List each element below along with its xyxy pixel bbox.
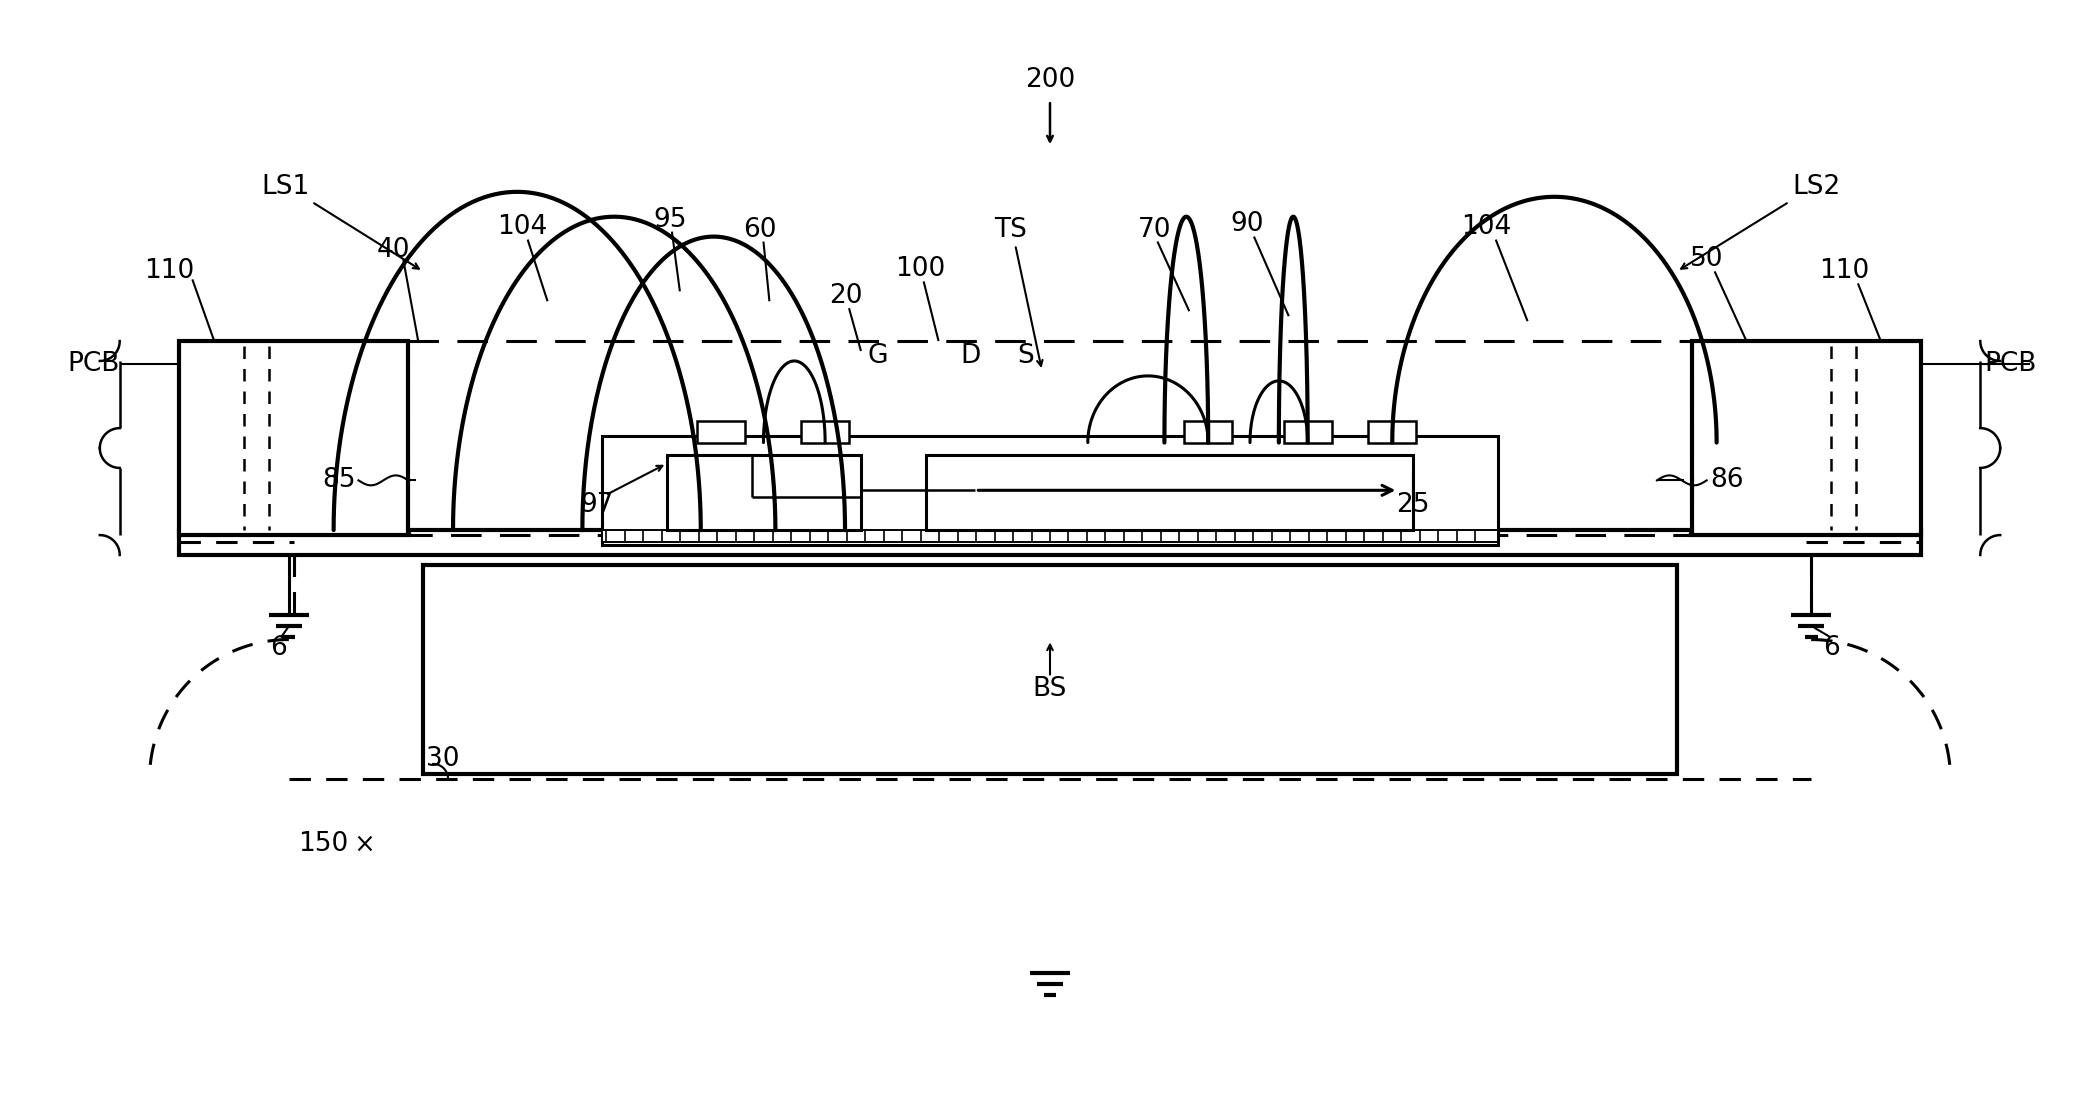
Text: 70: 70 (1138, 216, 1172, 243)
Bar (1283, 421, 1331, 443)
Text: 50: 50 (1690, 246, 1724, 273)
Text: PCB: PCB (67, 351, 120, 376)
Text: 85: 85 (321, 467, 355, 493)
Text: 25: 25 (1396, 492, 1430, 518)
Bar (1693, 341, 1922, 535)
Bar (926, 456, 1413, 530)
Bar (697, 421, 746, 443)
Text: 104: 104 (1462, 214, 1510, 240)
Bar (1184, 421, 1233, 443)
Text: 110: 110 (145, 258, 195, 285)
Text: PCB: PCB (1984, 351, 2037, 376)
Bar (424, 565, 1676, 774)
Text: 95: 95 (653, 206, 687, 233)
Text: 150: 150 (298, 830, 349, 857)
Bar (178, 341, 407, 535)
Text: 20: 20 (830, 284, 863, 309)
Text: 90: 90 (1231, 211, 1264, 236)
Bar (802, 421, 848, 443)
Text: 97: 97 (580, 492, 613, 518)
Text: BS: BS (1033, 677, 1067, 702)
Text: LS1: LS1 (262, 173, 311, 200)
Bar (603, 436, 1497, 545)
Text: 86: 86 (1709, 467, 1743, 493)
Text: 6: 6 (1823, 635, 1840, 660)
Text: 6: 6 (271, 635, 288, 660)
Bar (603, 530, 1497, 542)
Text: 60: 60 (743, 216, 777, 243)
Text: S: S (1016, 343, 1033, 369)
Bar (668, 456, 861, 530)
Text: 200: 200 (1025, 67, 1075, 94)
Text: 100: 100 (895, 256, 945, 283)
Bar (407, 341, 1693, 535)
Text: LS2: LS2 (1791, 173, 1840, 200)
Text: G: G (867, 343, 888, 369)
Bar (1369, 421, 1415, 443)
Text: 110: 110 (1819, 258, 1869, 285)
Bar (178, 530, 1922, 555)
Text: 104: 104 (498, 214, 548, 240)
Text: 40: 40 (376, 236, 410, 263)
Text: TS: TS (993, 216, 1027, 243)
Text: 30: 30 (426, 746, 460, 772)
Text: D: D (960, 343, 981, 369)
